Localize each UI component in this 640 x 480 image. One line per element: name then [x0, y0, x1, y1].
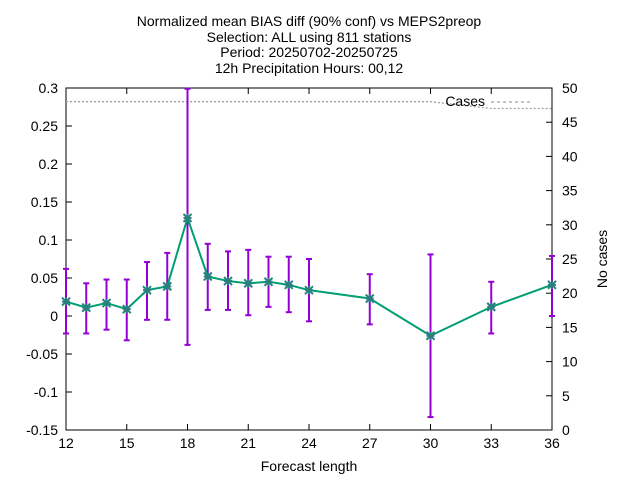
bias-point [547, 280, 557, 290]
y-tick-label: -0.15 [26, 422, 58, 438]
bias-point [365, 293, 375, 304]
bias-point [223, 276, 233, 286]
bias-point [101, 298, 112, 308]
legend: Cases [445, 93, 531, 109]
cases-line [66, 101, 552, 110]
title-line-3: Period: 20250702-20250725 [220, 44, 398, 60]
bias-point [122, 304, 132, 314]
bias-point [61, 296, 71, 307]
y2-tick-label: 25 [562, 251, 578, 267]
x-axis: 12 15 18 21 24 27 30 33 36 [58, 88, 560, 451]
x-tick-label: 36 [544, 435, 560, 451]
y2-axis: 0 5 10 15 20 25 30 35 40 45 50 [546, 80, 578, 438]
y2-tick-label: 45 [562, 114, 578, 130]
x-tick-label: 24 [301, 435, 317, 451]
y-tick-label: 0.15 [31, 194, 58, 210]
y2-tick-label: 50 [562, 80, 578, 96]
y2-tick-label: 40 [562, 148, 578, 164]
legend-label-cases: Cases [445, 93, 485, 109]
y-tick-label: 0.25 [31, 118, 58, 134]
title-line-4: 12h Precipitation Hours: 00,12 [215, 60, 404, 76]
bias-point [284, 280, 294, 290]
y-tick-label: -0.1 [34, 384, 58, 400]
x-tick-label: 33 [483, 435, 499, 451]
bias-point [81, 302, 91, 313]
bias-point [304, 285, 314, 295]
x-tick-label: 30 [423, 435, 439, 451]
y2-axis-label: No cases [594, 230, 610, 288]
y2-tick-label: 15 [562, 319, 578, 335]
x-tick-label: 12 [58, 435, 74, 451]
y2-tick-label: 35 [562, 183, 578, 199]
bias-point [263, 277, 274, 287]
cases-series [66, 101, 552, 110]
chart-title: Normalized mean BIAS diff (90% conf) vs … [137, 13, 482, 76]
bias-point [203, 271, 213, 282]
bias-point [486, 302, 496, 312]
y2-tick-label: 30 [562, 217, 578, 233]
bias-point [162, 281, 172, 292]
y-tick-label: 0.1 [39, 232, 59, 248]
y-tick-label: 0.05 [31, 270, 58, 286]
bias-point [182, 213, 193, 223]
x-tick-label: 15 [119, 435, 135, 451]
y2-tick-label: 20 [562, 285, 578, 301]
title-line-2: Selection: ALL using 811 stations [207, 29, 412, 45]
bias-series [61, 213, 557, 341]
y2-tick-label: 10 [562, 354, 578, 370]
bias-point [243, 278, 253, 289]
y-tick-label: -0.05 [26, 346, 58, 362]
bias-point [142, 285, 152, 295]
y2-tick-label: 5 [562, 388, 570, 404]
y-tick-label: 0 [50, 308, 58, 324]
x-tick-label: 27 [362, 435, 378, 451]
title-line-1: Normalized mean BIAS diff (90% conf) vs … [137, 13, 482, 29]
y-tick-label: 0.3 [39, 80, 59, 96]
y-axis: -0.15 -0.1 -0.05 0 0.05 0.1 0.15 0.2 0.25 0.3 [26, 80, 72, 438]
x-tick-label: 18 [180, 435, 196, 451]
bias-point [425, 331, 436, 341]
error-bars [63, 87, 555, 419]
x-axis-label: Forecast length [261, 458, 358, 474]
x-tick-label: 21 [240, 435, 256, 451]
y-tick-label: 0.2 [39, 156, 59, 172]
y2-tick-label: 0 [562, 422, 570, 438]
